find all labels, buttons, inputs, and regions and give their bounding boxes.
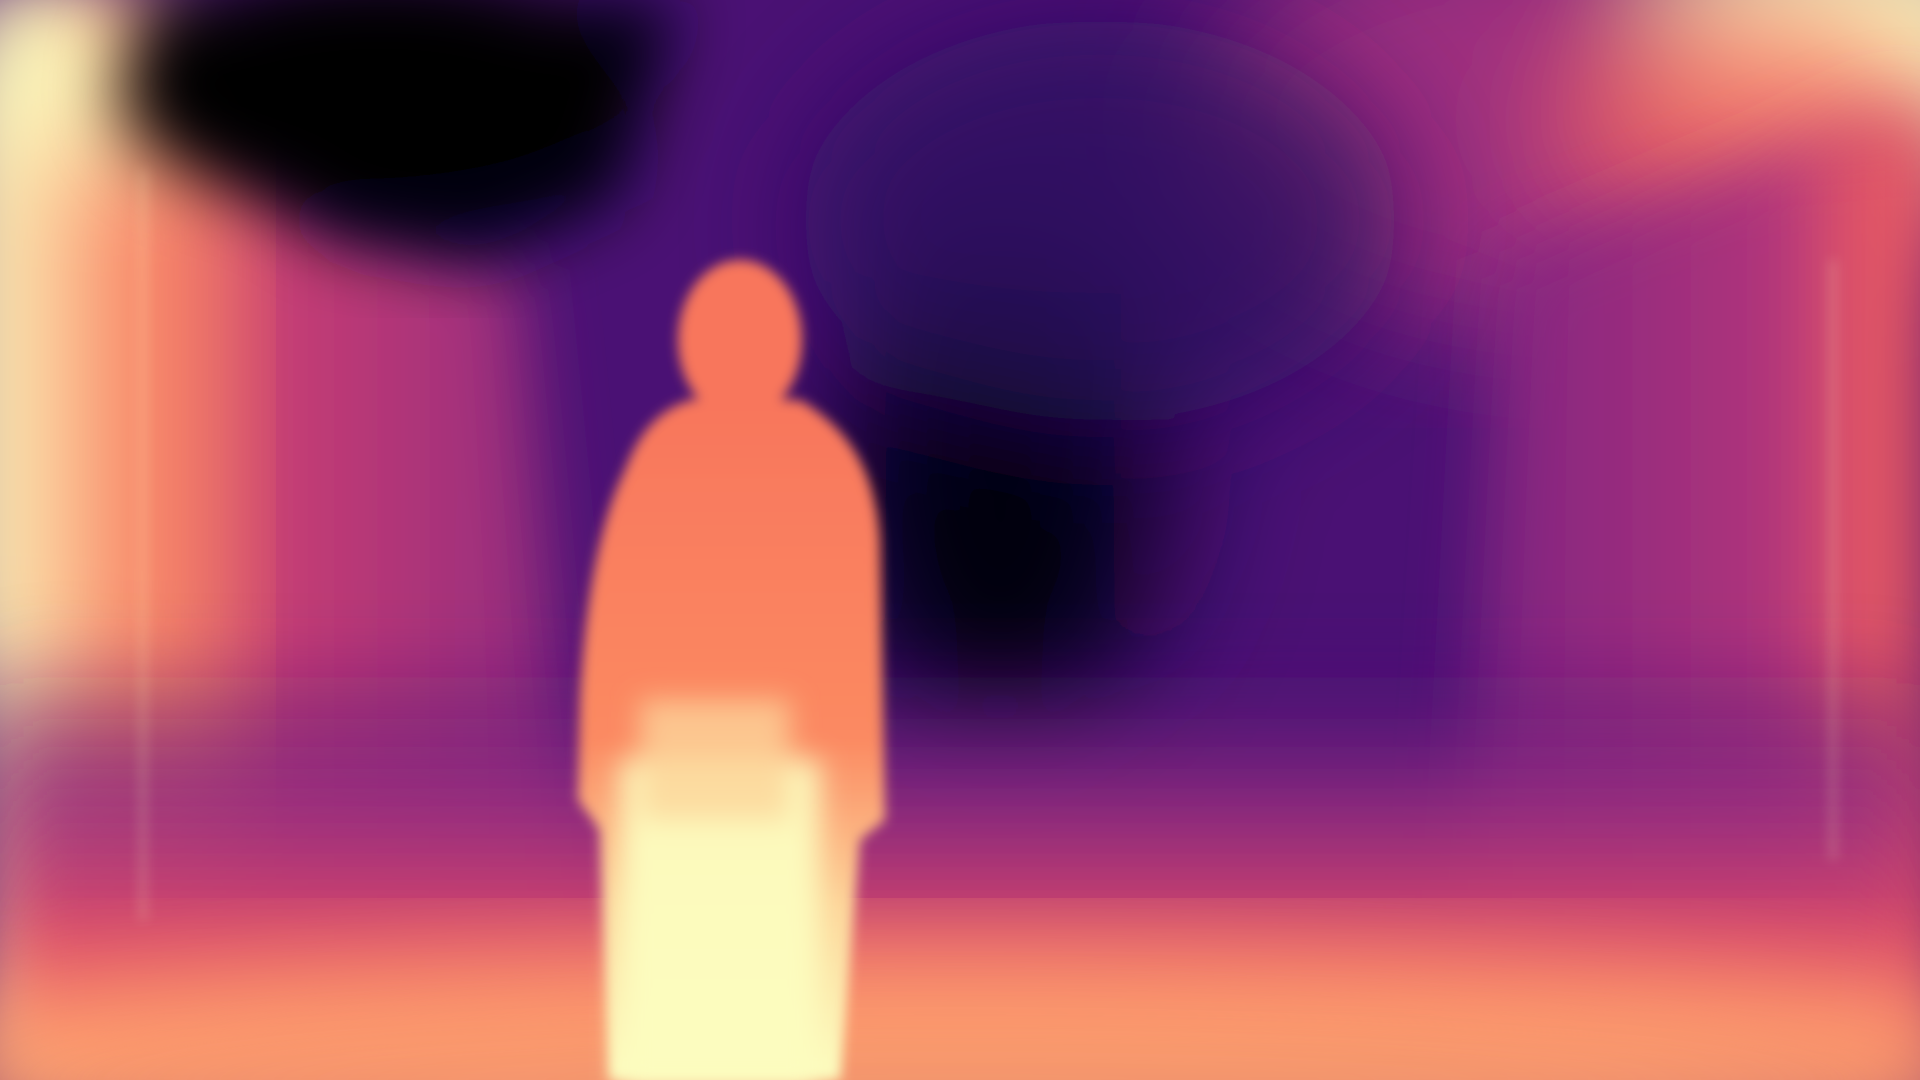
- person-legs: [620, 700, 820, 1080]
- person-head: [678, 260, 802, 420]
- floor: [0, 640, 1920, 1080]
- wall-streaks: [140, 170, 1836, 920]
- ceiling-shadow: [120, 0, 680, 260]
- standing-person: [578, 260, 885, 1080]
